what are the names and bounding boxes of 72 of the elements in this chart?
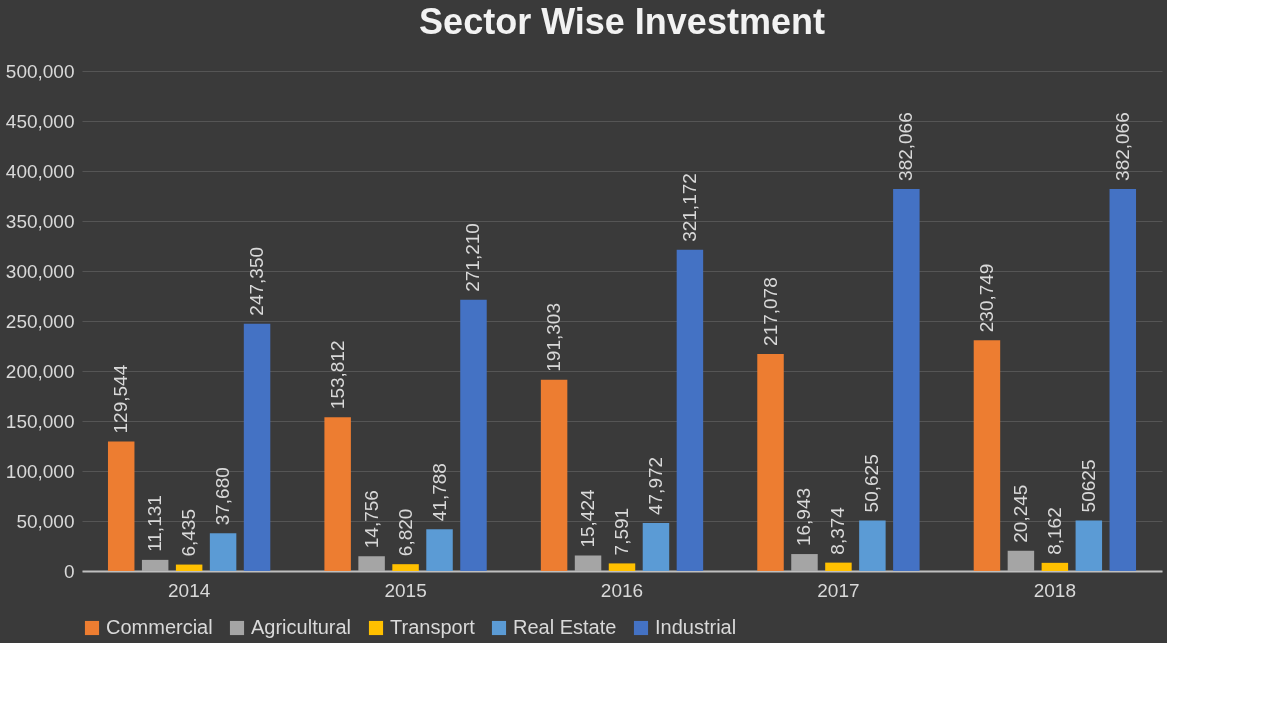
x-tick-label: 2018 bbox=[1033, 579, 1077, 601]
bar bbox=[175, 564, 203, 571]
x-tick-label: 2016 bbox=[600, 579, 644, 601]
data-label: 271,210 bbox=[462, 223, 484, 292]
data-label: 217,078 bbox=[759, 277, 781, 346]
data-label: 129,544 bbox=[110, 364, 132, 434]
data-label: 16,943 bbox=[793, 487, 815, 547]
bar bbox=[1109, 188, 1137, 571]
x-tick-label: 2017 bbox=[817, 579, 860, 601]
bar bbox=[893, 188, 920, 571]
legend-label: Real Estate bbox=[513, 616, 617, 638]
y-tick-label: 400,000 bbox=[5, 160, 75, 182]
bar bbox=[642, 523, 670, 571]
data-label: 153,812 bbox=[326, 340, 348, 410]
data-label: 50625 bbox=[1077, 459, 1099, 513]
data-label: 41,788 bbox=[428, 463, 450, 522]
data-label: 191,303 bbox=[543, 303, 565, 372]
data-label: 6,435 bbox=[178, 509, 200, 557]
data-label: 20,245 bbox=[1009, 484, 1031, 543]
y-tick-label: 500,000 bbox=[5, 60, 75, 82]
chart-title: Sector Wise Investment bbox=[419, 1, 825, 42]
bar bbox=[791, 554, 818, 571]
x-tick-label: 2014 bbox=[167, 579, 211, 601]
bar bbox=[973, 340, 1001, 571]
bar bbox=[209, 533, 237, 571]
bar bbox=[392, 564, 419, 571]
data-label: 6,820 bbox=[394, 508, 416, 557]
bar bbox=[1041, 562, 1069, 571]
legend-label: Industrial bbox=[655, 616, 737, 638]
y-tick-label: 100,000 bbox=[5, 460, 75, 482]
bar bbox=[608, 563, 636, 571]
y-tick-label: 300,000 bbox=[5, 260, 75, 282]
y-tick-label: 200,000 bbox=[5, 360, 75, 382]
data-label: 15,424 bbox=[577, 489, 599, 548]
data-label: 321,172 bbox=[678, 173, 700, 242]
data-label: 8,374 bbox=[827, 506, 849, 555]
bar bbox=[1075, 520, 1103, 571]
bar bbox=[141, 559, 169, 571]
bar bbox=[1007, 550, 1035, 571]
bar bbox=[574, 555, 602, 571]
bar bbox=[757, 353, 784, 571]
y-tick-label: 350,000 bbox=[5, 210, 75, 232]
bar bbox=[676, 249, 704, 571]
bar bbox=[358, 556, 385, 571]
bar bbox=[107, 441, 135, 571]
bar bbox=[426, 529, 453, 571]
data-label: 37,680 bbox=[212, 467, 234, 526]
y-tick-label: 150,000 bbox=[5, 410, 75, 432]
data-label: 50,625 bbox=[861, 454, 883, 513]
y-tick-label: 0 bbox=[63, 560, 75, 582]
bar bbox=[324, 417, 351, 571]
bar bbox=[243, 323, 271, 571]
y-tick-label: 50,000 bbox=[16, 510, 75, 532]
legend-label: Agricultural bbox=[251, 616, 352, 638]
data-label: 7,591 bbox=[611, 507, 632, 556]
bar bbox=[460, 299, 487, 571]
y-tick-label: 450,000 bbox=[5, 110, 75, 132]
data-label: 8,162 bbox=[1043, 507, 1065, 555]
data-label: 247,350 bbox=[246, 246, 268, 316]
x-tick-label: 2015 bbox=[384, 579, 427, 601]
data-label: 382,066 bbox=[1111, 112, 1133, 181]
legend-label: Commercial bbox=[106, 616, 213, 638]
bar bbox=[540, 379, 568, 571]
data-label: 11,131 bbox=[144, 495, 166, 552]
data-label: 47,972 bbox=[644, 456, 666, 516]
data-label: 382,066 bbox=[895, 112, 917, 181]
bar bbox=[825, 562, 852, 571]
y-tick-label: 250,000 bbox=[5, 310, 75, 332]
data-label: 14,756 bbox=[360, 490, 382, 549]
bar bbox=[859, 520, 886, 571]
data-label: 230,749 bbox=[975, 263, 997, 333]
legend-label: Transport bbox=[390, 616, 476, 638]
